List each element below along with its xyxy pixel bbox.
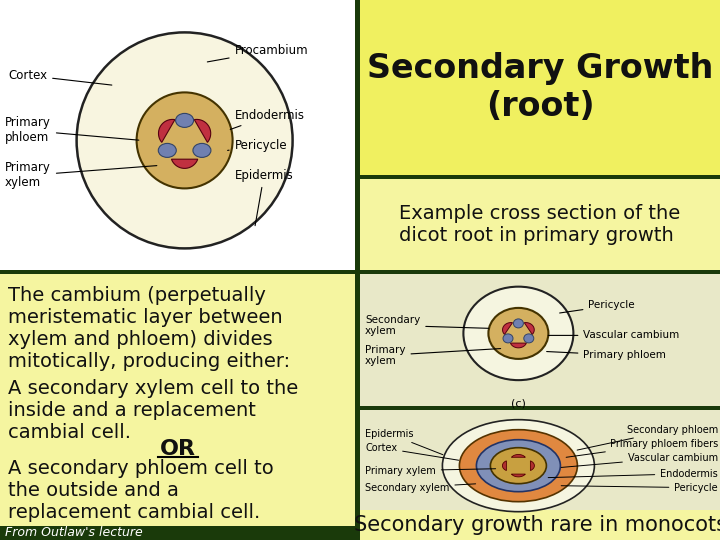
Polygon shape [503, 322, 513, 334]
Text: Example cross section of the
dicot root in primary growth: Example cross section of the dicot root … [400, 204, 680, 245]
Polygon shape [171, 159, 198, 168]
Text: The cambium (perpetually
meristematic layer between
xylem and phloem) divides
mi: The cambium (perpetually meristematic la… [8, 286, 290, 371]
Text: Secondary phloem: Secondary phloem [577, 424, 718, 450]
Text: Pericycle: Pericycle [228, 139, 287, 152]
Polygon shape [503, 461, 506, 470]
Ellipse shape [176, 113, 194, 127]
Text: Vascular cambium: Vascular cambium [548, 330, 680, 340]
Text: Pericycle: Pericycle [561, 483, 718, 492]
Polygon shape [511, 474, 526, 477]
Ellipse shape [137, 92, 233, 188]
Ellipse shape [477, 440, 560, 492]
Text: Primary
xylem: Primary xylem [365, 345, 500, 366]
Bar [360, 410, 720, 526]
Text: Primary
xylem: Primary xylem [5, 161, 157, 190]
Text: Secondary Growth
(root): Secondary Growth (root) [366, 52, 714, 123]
Text: From Outlaw's lecture: From Outlaw's lecture [5, 526, 143, 539]
Text: Cortex: Cortex [365, 443, 459, 460]
Ellipse shape [193, 144, 211, 157]
Polygon shape [510, 343, 526, 348]
Polygon shape [531, 461, 534, 470]
Bar [360, 510, 720, 540]
Bar [360, 0, 720, 175]
Bar [0, 274, 355, 526]
Text: Secondary
xylem: Secondary xylem [365, 315, 489, 336]
Text: (c): (c) [511, 398, 526, 408]
Text: Secondary growth rare in monocots: Secondary growth rare in monocots [354, 515, 720, 535]
Ellipse shape [503, 334, 513, 343]
Text: Primary xylem: Primary xylem [365, 465, 495, 476]
Text: Secondary xylem: Secondary xylem [365, 483, 476, 492]
Ellipse shape [513, 319, 523, 328]
Polygon shape [524, 322, 534, 334]
Text: A secondary xylem cell to the
inside and a replacement
cambial cell.: A secondary xylem cell to the inside and… [8, 379, 298, 442]
Text: Vascular cambium: Vascular cambium [561, 453, 718, 468]
Ellipse shape [442, 420, 595, 512]
Ellipse shape [490, 448, 546, 484]
Text: Pericycle: Pericycle [559, 300, 635, 313]
Text: Cortex: Cortex [8, 69, 112, 85]
Ellipse shape [523, 334, 534, 343]
Bar [0, 0, 355, 270]
Ellipse shape [464, 287, 573, 380]
Bar [360, 179, 720, 270]
Text: OR: OR [160, 439, 196, 459]
Polygon shape [511, 455, 526, 457]
Ellipse shape [459, 430, 577, 502]
Text: Epidermis: Epidermis [235, 169, 293, 226]
Text: Primary
phloem: Primary phloem [5, 117, 139, 144]
Text: Endodermis: Endodermis [230, 109, 305, 130]
Ellipse shape [488, 308, 549, 359]
Text: A secondary phloem cell to
the outside and a
replacement cambial cell.: A secondary phloem cell to the outside a… [8, 459, 274, 522]
Polygon shape [158, 119, 175, 143]
Text: Endodermis: Endodermis [548, 469, 718, 478]
Ellipse shape [76, 32, 292, 248]
Text: Primary phloem fibers: Primary phloem fibers [566, 438, 718, 457]
Text: Epidermis: Epidermis [365, 429, 443, 455]
Bar [360, 274, 720, 406]
Polygon shape [194, 119, 211, 143]
Ellipse shape [158, 144, 176, 157]
Text: Procambium: Procambium [207, 44, 308, 62]
Text: Primary phloem: Primary phloem [546, 350, 666, 360]
